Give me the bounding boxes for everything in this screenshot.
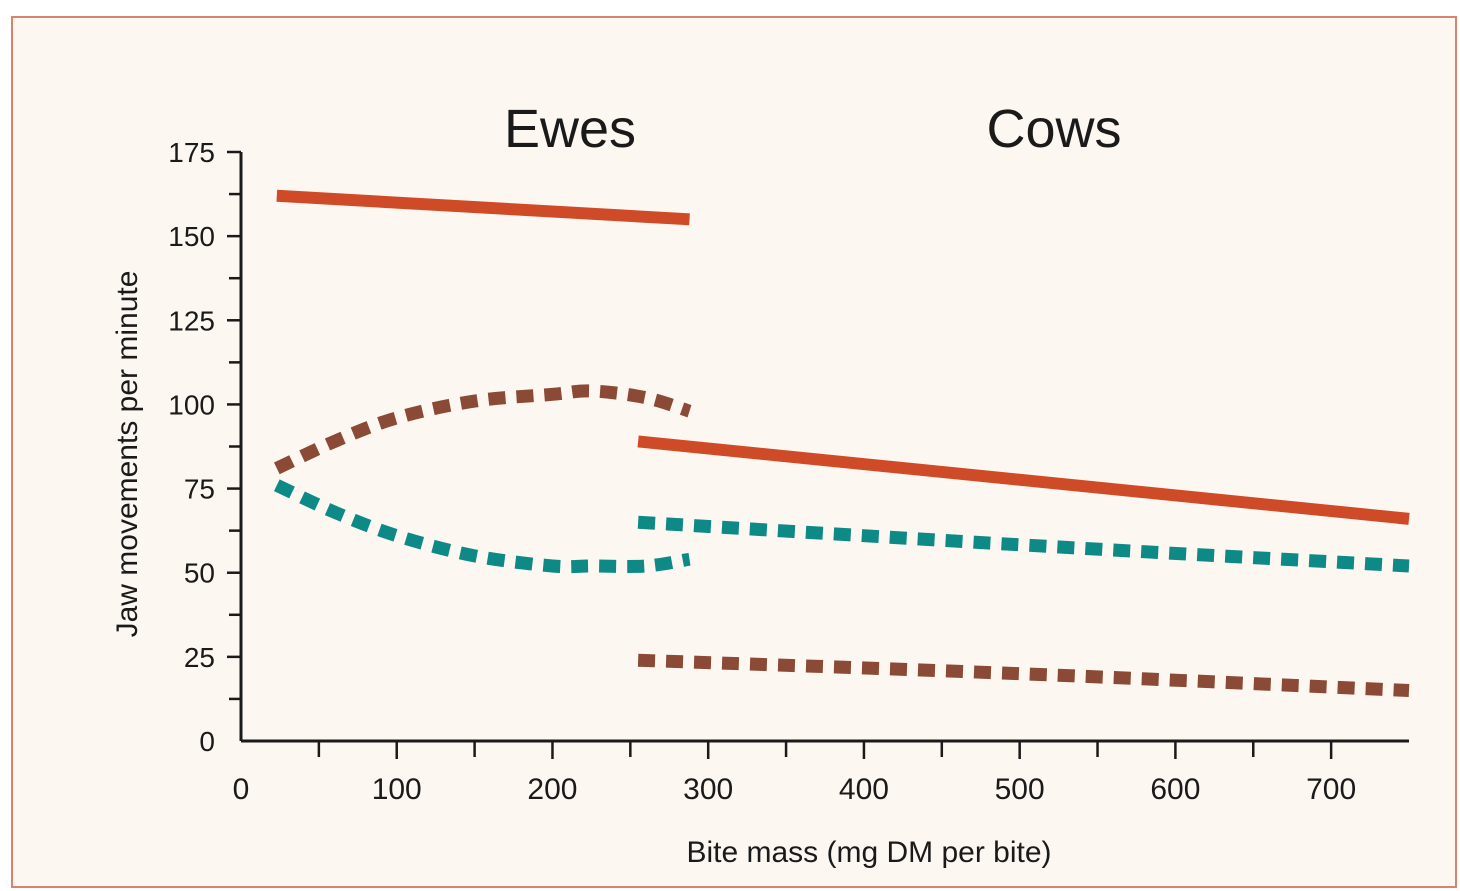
series-line-ewes-1	[274, 384, 692, 475]
series-line-ewes-2	[274, 479, 691, 574]
y-tick-label: 100	[168, 389, 215, 420]
y-tick-label: 75	[184, 474, 215, 505]
series-layer	[274, 189, 1410, 698]
series-line-cows-3	[637, 435, 1410, 525]
y-tick-label: 0	[199, 726, 215, 757]
x-axis-label: Bite mass (mg DM per bite)	[686, 836, 1051, 869]
series-line-cows-4	[637, 515, 1410, 573]
x-tick-label: 700	[1306, 773, 1356, 806]
x-tick-label: 0	[233, 773, 250, 806]
panel-label-ewes: Ewes	[504, 99, 636, 159]
series-line-cows-5	[637, 653, 1410, 698]
y-tick-label: 25	[184, 642, 215, 673]
line-chart: 0 25 50 75 100 125 150 175 0 100 200 300 400 500 600 70…	[111, 99, 1410, 869]
x-tick-label: 600	[1150, 773, 1200, 806]
y-axis-label: Jaw movements per minute	[111, 271, 144, 638]
chart-frame: 0 25 50 75 100 125 150 175 0 100 200 300 400 500 600 70…	[11, 16, 1457, 888]
axes-layer: 0 25 50 75 100 125 150 175 0 100 200 300 400 500 600 70…	[168, 137, 1409, 806]
y-tick-label: 150	[168, 221, 215, 252]
labels-layer: Ewes Cows Bite mass (mg DM per bite) Jaw…	[111, 99, 1122, 869]
panel-label-cows: Cows	[986, 99, 1121, 159]
y-tick-label: 175	[168, 137, 215, 168]
series-line-ewes-0	[276, 189, 690, 226]
x-tick-label: 300	[683, 773, 733, 806]
x-tick-label: 100	[372, 773, 422, 806]
x-tick-label: 400	[839, 773, 889, 806]
x-tick-label: 200	[527, 773, 577, 806]
y-tick-label: 125	[168, 305, 215, 336]
x-tick-label: 500	[995, 773, 1045, 806]
y-tick-label: 50	[184, 558, 215, 589]
